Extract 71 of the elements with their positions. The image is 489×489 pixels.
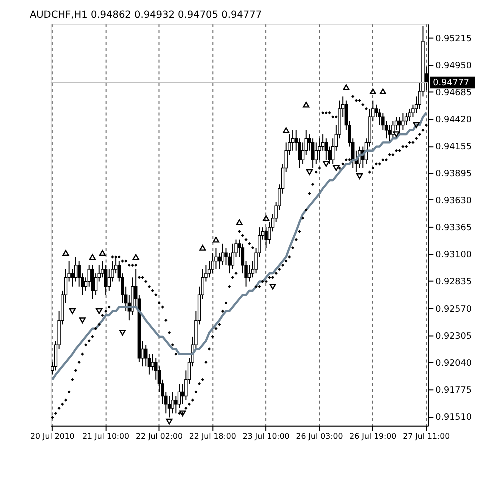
y-tick-label: 0.93100 [436,250,472,261]
point [89,254,96,260]
candlestick [408,108,412,122]
candlestick [264,227,268,249]
point [306,169,313,176]
point [343,84,350,90]
x-tick-label: 26 Jul 03:00 [296,432,344,442]
point [99,250,106,256]
candlestick [314,142,318,165]
point [413,122,420,128]
point [166,418,173,425]
y-tick-label: 0.94685 [436,88,472,99]
point [393,132,400,138]
ref-line-label: 0.94777 [433,78,470,89]
y-tick-label: 0.93365 [436,223,472,234]
x-tick-label: 20 Jul 2010 [30,432,75,442]
candlestick [91,264,94,300]
point [263,215,270,222]
candlestick [402,112,405,131]
x-tick-label: 27 Jul 11:00 [403,432,450,442]
candlestick [248,264,252,282]
x-tick-label: 23 Jul 10:00 [242,432,290,442]
point [283,128,290,134]
point [370,88,376,95]
candlestick [171,392,174,414]
point [69,308,76,314]
y-tick-label: 0.95215 [436,34,472,44]
point [380,88,386,95]
y-tick-label: 0.92835 [436,278,472,288]
y-tick-label: 0.92040 [436,358,472,369]
point [200,245,206,251]
chart-title: AUDCHF,H1 0.94862 0.94932 0.94705 0.94777 [30,10,262,22]
y-tick-label: 0.94420 [436,116,472,126]
candlestick [71,268,74,288]
x-tick-label: 26 Jul 19:00 [350,432,397,442]
y-tick-label: 0.91775 [436,386,472,396]
candlestick [218,252,222,270]
y-tick-label: 0.92305 [436,332,472,342]
candlestick [174,396,178,414]
candlestick [214,248,218,270]
candlestick [231,243,235,270]
point [79,318,86,324]
point [270,284,276,290]
candlestick [178,383,182,410]
y-tick-label: 0.92570 [436,304,472,315]
candlestick [104,264,108,296]
y-tick-label: 0.94155 [436,142,472,153]
point [132,254,140,260]
candlestick [181,383,184,405]
candlestick [151,354,154,372]
y-tick-label: 0.93895 [436,169,472,180]
y-tick-label: 0.91510 [436,413,472,424]
y-tick-label: 0.94950 [436,61,472,72]
x-tick-label: 21 Jul 10:00 [82,432,130,442]
candlestick [318,138,322,161]
candlestick [221,243,225,266]
x-tick-label: 22 Jul 18:00 [189,432,236,442]
point [96,308,103,314]
candlestick [291,130,295,152]
line-series [52,112,428,381]
candlestick [88,264,91,288]
point [119,330,126,336]
point [236,220,243,226]
point [62,250,70,256]
point [303,102,310,108]
point [333,165,340,172]
y-tick-label: 0.93630 [436,196,472,206]
point [356,174,364,180]
point [212,236,220,243]
point [323,161,330,168]
x-tick-label: 22 Jul 02:00 [136,432,183,442]
